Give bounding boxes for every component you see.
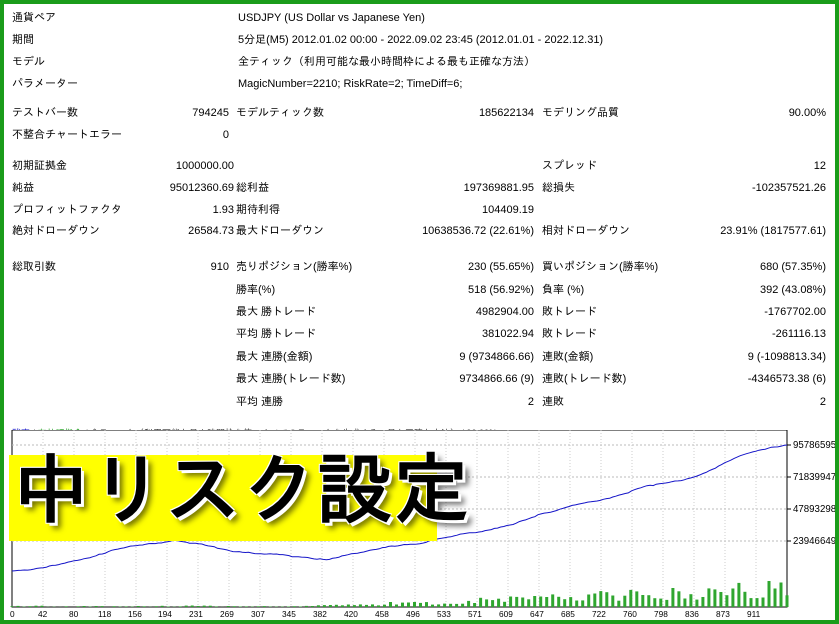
svg-text:345: 345 <box>282 609 296 619</box>
svg-text:307: 307 <box>251 609 265 619</box>
svg-text:80: 80 <box>69 609 79 619</box>
svg-text:647: 647 <box>530 609 544 619</box>
svg-text:118: 118 <box>98 609 112 619</box>
svg-text:269: 269 <box>220 609 234 619</box>
svg-text:685: 685 <box>561 609 575 619</box>
svg-text:156: 156 <box>128 609 142 619</box>
svg-text:231: 231 <box>189 609 203 619</box>
svg-text:47893298: 47893298 <box>793 504 836 515</box>
svg-text:571: 571 <box>468 609 482 619</box>
svg-text:42: 42 <box>38 609 48 619</box>
svg-text:609: 609 <box>499 609 513 619</box>
svg-text:836: 836 <box>685 609 699 619</box>
svg-text:760: 760 <box>623 609 637 619</box>
svg-text:496: 496 <box>406 609 420 619</box>
svg-text:420: 420 <box>344 609 358 619</box>
svg-text:798: 798 <box>654 609 668 619</box>
svg-text:0: 0 <box>10 609 15 619</box>
svg-text:95786595: 95786595 <box>793 440 836 451</box>
svg-text:873: 873 <box>716 609 730 619</box>
svg-text:911: 911 <box>747 609 761 619</box>
svg-text:23946649: 23946649 <box>793 536 836 547</box>
svg-text:194: 194 <box>158 609 172 619</box>
svg-text:722: 722 <box>592 609 606 619</box>
svg-text:71839947: 71839947 <box>793 472 836 483</box>
svg-text:533: 533 <box>437 609 451 619</box>
svg-text:382: 382 <box>313 609 327 619</box>
svg-text:458: 458 <box>375 609 389 619</box>
